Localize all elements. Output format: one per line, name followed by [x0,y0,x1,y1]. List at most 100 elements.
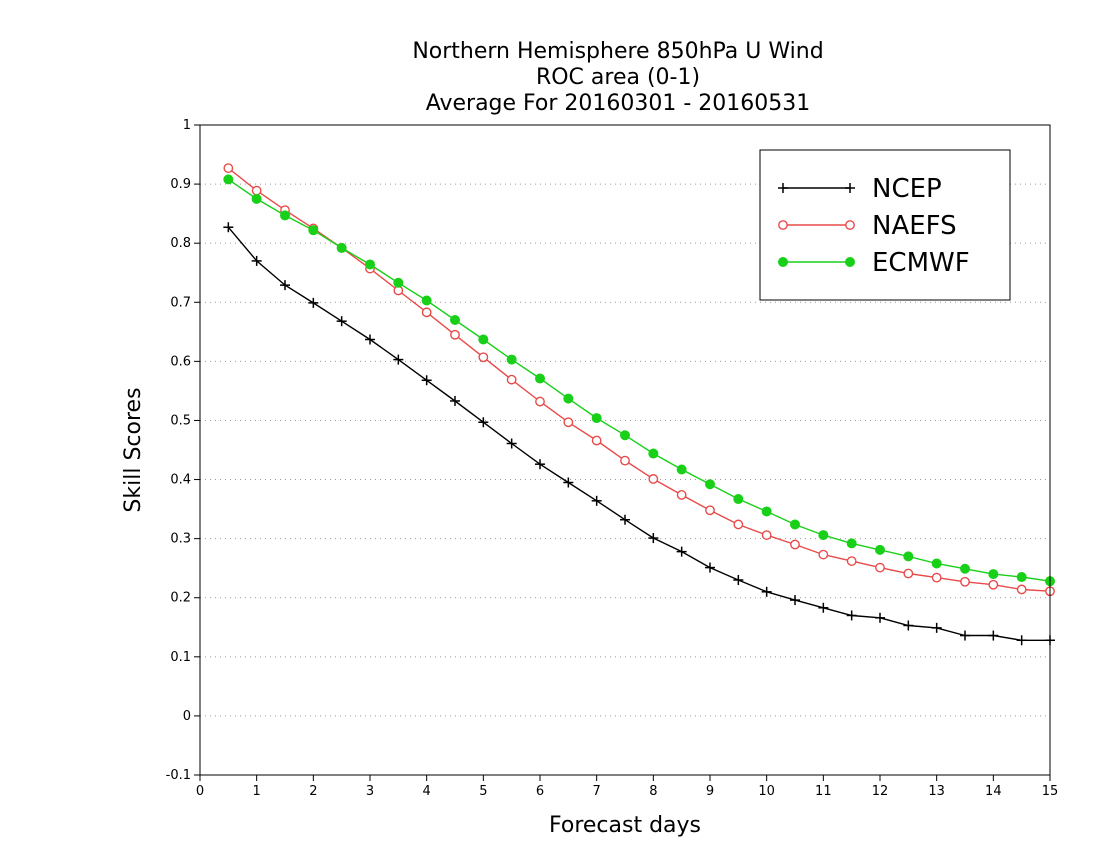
x-tick-label: 14 [985,784,1002,799]
data-point-ecmwf [563,393,574,404]
data-point-ncep [365,334,375,345]
data-point-ecmwf [1016,572,1027,583]
data-point-ncep [535,459,545,470]
data-point-ecmwf [280,210,290,221]
data-point-ecmwf [705,479,715,490]
y-axis-label: Skill Scores [121,387,146,512]
legend-marker [845,257,855,267]
chart-title-line: Average For 20160301 - 20160531 [426,91,811,116]
data-point-ecmwf [251,193,262,204]
x-tick-label: 0 [196,784,204,799]
data-point-ncep [478,417,489,428]
data-point-ncep [818,602,829,613]
data-point-ecmwf [818,530,829,541]
data-point-ncep [1016,635,1027,646]
x-tick-label: 13 [928,784,945,799]
data-point-naefs [875,562,885,573]
data-point-ecmwf [676,464,687,475]
series-ecmwf [223,174,1055,587]
x-tick-label: 7 [593,784,601,799]
x-tick-label: 4 [423,784,431,799]
legend-label: ECMWF [872,248,970,278]
data-point-ecmwf [365,259,375,270]
data-point-ecmwf [393,277,404,288]
x-tick-label: 1 [253,784,261,799]
y-tick-label: 0 [183,709,191,724]
data-point-ncep [336,316,347,327]
data-point-ecmwf [506,354,517,365]
data-point-ecmwf [620,430,630,441]
data-point-ncep [676,546,687,557]
data-point-ecmwf [223,174,234,185]
data-point-ncep [790,595,800,606]
data-point-ecmwf [988,569,999,580]
data-point-ncep [875,612,885,623]
data-point-naefs [478,352,489,363]
data-point-ncep [308,297,319,308]
data-point-ncep [988,630,999,641]
y-tick-label: 0.4 [170,473,191,488]
y-tick-label: 0.9 [170,177,191,192]
x-tick-label: 8 [649,784,657,799]
data-point-naefs [620,455,630,466]
data-point-naefs [790,539,800,550]
data-point-naefs [223,163,234,174]
legend-marker [778,257,788,267]
legend-marker [845,220,855,230]
data-point-ecmwf [846,538,857,549]
data-point-naefs [676,490,687,500]
y-tick-label: 1 [183,118,191,133]
data-point-naefs [1016,584,1027,595]
data-point-naefs [421,307,432,318]
y-tick-label: 0.3 [170,532,191,547]
data-point-ecmwf [875,544,885,555]
x-tick-label: 2 [309,784,317,799]
y-tick-label: 0.1 [170,650,191,665]
x-tick-label: 6 [536,784,544,799]
x-tick-label: 5 [479,784,487,799]
data-point-naefs [960,576,970,587]
data-point-ncep [251,255,262,266]
series-ncep [223,222,1055,646]
legend-marker [778,220,788,230]
x-tick-label: 12 [872,784,889,799]
data-point-naefs [931,572,942,583]
data-point-ecmwf [336,242,347,253]
legend-marker [845,183,855,193]
gridlines [200,183,1050,717]
data-point-ncep [506,438,517,449]
y-tick-label: 0.5 [170,413,191,428]
data-point-naefs [846,556,857,566]
x-tick-label: 10 [758,784,775,799]
legend-item-ecmwf: ECMWF [778,248,970,278]
x-tick-label: 15 [1042,784,1059,799]
legend-label: NAEFS [872,211,957,241]
data-point-ncep [393,354,404,365]
legend: NCEP NAEFS ECMWF [759,149,1011,301]
data-point-ecmwf [790,519,800,530]
data-point-naefs [988,579,999,590]
plot-frame [199,124,1051,776]
legend-marker [778,183,788,193]
data-point-ncep [846,610,857,621]
data-point-ncep [280,280,290,291]
legend-item-naefs: NAEFS [778,211,957,241]
data-point-naefs [563,417,574,428]
data-point-ncep [761,586,772,597]
data-point-naefs [591,435,602,446]
data-point-naefs [705,505,715,516]
data-point-ecmwf [648,448,659,459]
data-point-ecmwf [535,373,545,384]
y-tick-label: 0.2 [170,591,191,606]
axis-ticks: -0.100.10.20.30.40.50.60.70.80.910 1 2 3 4 5 6… [166,118,1059,799]
data-point-ecmwf [308,225,319,236]
data-point-ecmwf [450,315,460,325]
x-tick-label: 3 [366,784,374,799]
data-point-ecmwf [903,551,914,562]
data-point-ecmwf [733,494,744,505]
data-point-ncep [931,622,942,633]
data-point-ncep [223,222,234,233]
legend-label: NCEP [872,174,942,204]
